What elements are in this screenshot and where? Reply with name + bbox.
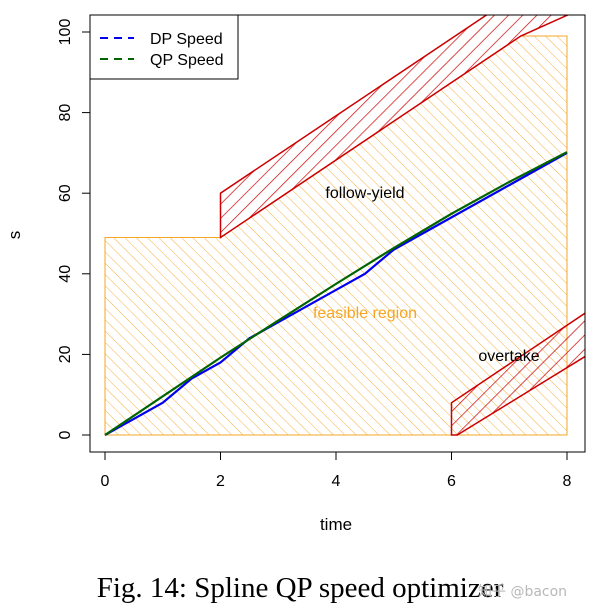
region-label-overtake: overtake — [478, 348, 539, 365]
y-tick-label-100: 100 — [57, 19, 74, 46]
overtake-region-area — [450, 312, 585, 436]
region-label-follow-yield: follow-yield — [325, 185, 404, 202]
figure-caption: Fig. 14: Spline QP speed optimizer — [96, 572, 504, 604]
watermark: 知乎 @bacon — [478, 584, 568, 600]
y-axis-label: s — [5, 231, 24, 240]
x-tick-label-8: 8 — [563, 473, 572, 490]
legend-box — [89, 14, 239, 80]
x-axis-label: time — [320, 515, 352, 534]
y-tick-label-40: 40 — [57, 265, 74, 283]
region-label-feasible: feasible region — [313, 305, 417, 322]
lines-layer — [104, 151, 568, 436]
follow-yield-region-area — [219, 15, 570, 239]
x-tick-label-2: 2 — [216, 473, 225, 490]
y-tick-label-60: 60 — [57, 184, 74, 202]
y-tick-label-80: 80 — [57, 104, 74, 122]
legend-label-dp: DP Speed — [150, 31, 223, 48]
x-tick-label-0: 0 — [101, 473, 110, 490]
x-tick-label-4: 4 — [332, 473, 341, 490]
regions-layer — [104, 15, 585, 436]
y-tick-label-0: 0 — [57, 430, 74, 439]
legend: DP Speed QP Speed — [89, 14, 239, 80]
y-tick-label-20: 20 — [57, 345, 74, 363]
series-line-dp-speed — [104, 151, 568, 436]
x-tick-label-6: 6 — [447, 473, 456, 490]
legend-label-qp: QP Speed — [150, 52, 224, 69]
series-line-qp-speed — [104, 151, 568, 436]
feasible-region-area — [104, 35, 568, 436]
